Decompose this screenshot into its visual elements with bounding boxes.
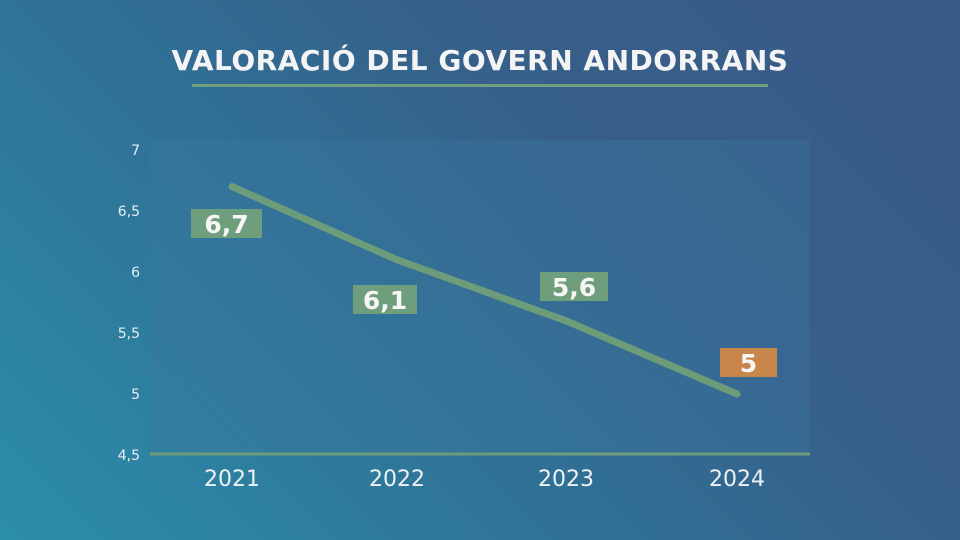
plot-area [150,140,810,455]
y-tick-label: 5,5 [118,326,140,342]
data-label-box [540,272,608,301]
x-tick-label: 2024 [709,467,765,492]
series-line [228,183,741,398]
y-tick-label: 6 [131,265,140,281]
data-label: 5 [740,349,757,378]
data-label: 6,1 [363,286,407,315]
data-label-box [720,348,777,377]
data-label-box [353,285,417,314]
y-tick-label: 7 [131,143,140,159]
data-label: 6,7 [204,210,248,239]
y-tick-label: 5 [131,387,140,403]
title-underline [192,84,768,87]
x-tick-label: 2022 [369,467,425,492]
x-tick-label: 2021 [204,467,260,492]
y-tick-label: 4,5 [118,448,140,464]
data-label-box [191,209,262,238]
data-label: 5,6 [552,273,596,302]
chart-title: VALORACIÓ DEL GOVERN ANDORRANS [171,44,789,77]
x-tick-label: 2023 [538,467,594,492]
y-tick-label: 6,5 [118,204,140,220]
